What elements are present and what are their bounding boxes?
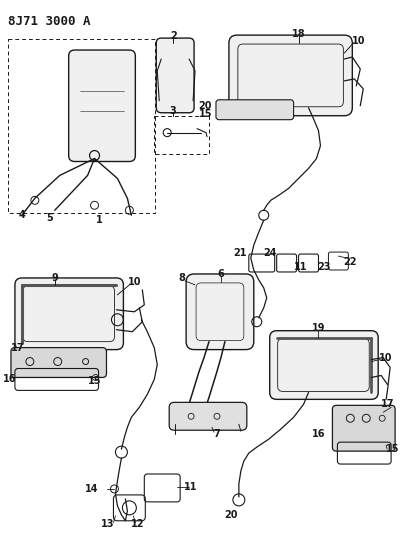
- FancyBboxPatch shape: [69, 50, 135, 161]
- FancyBboxPatch shape: [229, 35, 352, 116]
- Text: 22: 22: [344, 257, 357, 267]
- FancyBboxPatch shape: [15, 278, 124, 350]
- Text: 13: 13: [101, 519, 114, 529]
- Text: 8: 8: [179, 273, 186, 283]
- Text: 16: 16: [3, 375, 17, 384]
- Text: 14: 14: [85, 484, 98, 494]
- Bar: [8, 39, 155, 213]
- Text: 21: 21: [233, 248, 247, 258]
- FancyBboxPatch shape: [11, 348, 106, 377]
- FancyBboxPatch shape: [156, 38, 194, 113]
- Text: 15: 15: [386, 444, 400, 454]
- FancyBboxPatch shape: [169, 402, 247, 430]
- Text: 11: 11: [294, 262, 307, 272]
- FancyBboxPatch shape: [216, 100, 294, 120]
- Text: 16: 16: [312, 429, 325, 439]
- Text: 4: 4: [18, 210, 25, 220]
- Text: 10: 10: [352, 36, 365, 46]
- Text: 10: 10: [380, 352, 393, 362]
- Text: 24: 24: [263, 248, 277, 258]
- Text: 18: 18: [292, 29, 305, 39]
- Text: 2: 2: [170, 31, 176, 41]
- Text: 20: 20: [224, 510, 238, 520]
- Bar: [154, 116, 209, 154]
- Text: 10: 10: [128, 277, 141, 287]
- Text: 3: 3: [170, 106, 176, 116]
- FancyBboxPatch shape: [270, 330, 378, 399]
- Text: 17: 17: [11, 343, 25, 353]
- Text: 23: 23: [318, 262, 331, 272]
- Text: 12: 12: [130, 519, 144, 529]
- Text: 11: 11: [184, 482, 198, 492]
- Text: 19: 19: [312, 322, 325, 333]
- Text: 6: 6: [218, 269, 224, 279]
- FancyBboxPatch shape: [332, 405, 395, 451]
- Text: 15: 15: [198, 109, 212, 119]
- Text: 5: 5: [46, 213, 53, 223]
- Text: 7: 7: [214, 429, 220, 439]
- Text: 20: 20: [198, 101, 212, 111]
- FancyBboxPatch shape: [186, 274, 254, 350]
- Text: 1: 1: [96, 215, 103, 225]
- Text: 8J71 3000 A: 8J71 3000 A: [8, 15, 90, 28]
- Text: 15: 15: [88, 376, 101, 386]
- Text: 9: 9: [51, 273, 58, 283]
- Text: 17: 17: [381, 399, 395, 409]
